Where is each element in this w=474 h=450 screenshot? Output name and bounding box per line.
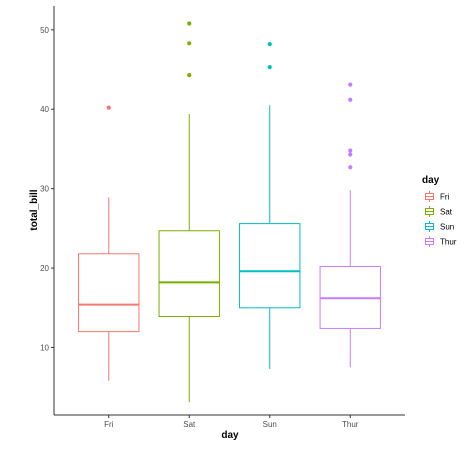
axes bbox=[51, 6, 405, 418]
legend-item-thur: Thur bbox=[423, 235, 457, 248]
x-tick-label: Sun bbox=[263, 420, 277, 429]
legend-label: Thur bbox=[440, 238, 457, 247]
legend-label: Fri bbox=[440, 193, 450, 202]
legend-item-sat: Sat bbox=[423, 205, 453, 218]
legend-item-sun: Sun bbox=[423, 220, 454, 233]
box-iqr bbox=[239, 223, 301, 309]
outlier-point bbox=[348, 165, 353, 170]
outlier-point bbox=[348, 148, 353, 153]
outlier-point bbox=[187, 72, 192, 78]
box-sun bbox=[239, 42, 301, 369]
plot-area bbox=[78, 21, 381, 403]
box-fri bbox=[78, 105, 140, 381]
outlier-point bbox=[348, 97, 353, 102]
outlier-point bbox=[348, 82, 353, 87]
box-iqr bbox=[78, 253, 140, 333]
legend-label: Sun bbox=[440, 223, 454, 232]
legend-label: Sat bbox=[440, 208, 453, 217]
y-tick-label: 40 bbox=[40, 105, 49, 114]
tick-labels: 10 20 30 40 50 Fri Sat Sun Thur bbox=[40, 26, 359, 429]
outlier-point bbox=[187, 41, 192, 46]
x-tick-label: Thur bbox=[342, 420, 359, 429]
x-axis-title: day bbox=[221, 430, 239, 441]
outlier-point bbox=[267, 65, 272, 70]
legend-item-fri: Fri bbox=[423, 190, 450, 203]
y-tick-label: 30 bbox=[40, 185, 49, 194]
legend: day Fri Sat Sun Thur bbox=[422, 175, 457, 248]
y-tick-label: 10 bbox=[40, 343, 49, 352]
x-tick-label: Sat bbox=[183, 420, 196, 429]
outlier-point bbox=[348, 152, 353, 157]
x-tick-label: Fri bbox=[104, 420, 114, 429]
outlier-point bbox=[267, 42, 272, 47]
y-axis-title: total_bill bbox=[29, 189, 40, 230]
y-tick-label: 20 bbox=[40, 264, 49, 273]
box-iqr bbox=[158, 230, 220, 318]
box-sat bbox=[158, 21, 220, 403]
box-thur bbox=[319, 82, 381, 368]
outlier-point bbox=[106, 105, 111, 110]
outlier-point bbox=[187, 21, 192, 26]
legend-title: day bbox=[422, 175, 440, 186]
y-tick-label: 50 bbox=[40, 26, 49, 35]
